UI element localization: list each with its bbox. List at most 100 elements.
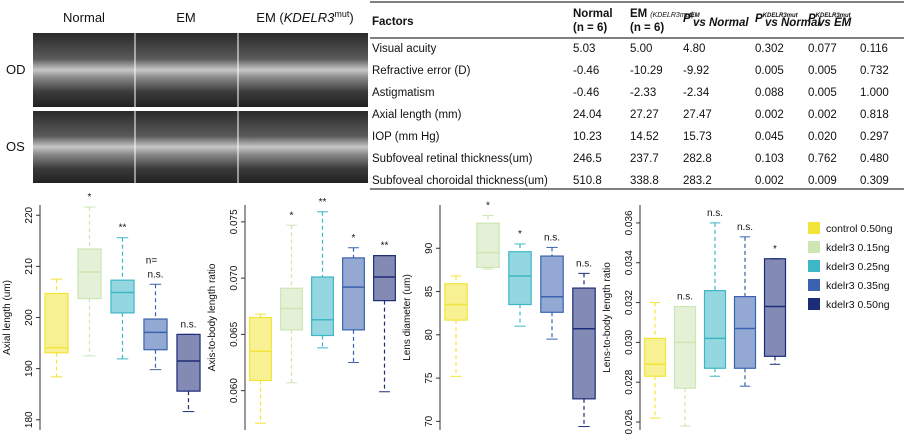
significance: ** xyxy=(319,197,327,208)
table-cell: 0.005 xyxy=(808,65,837,77)
box xyxy=(342,257,365,331)
y-tick-label: 200 xyxy=(24,309,35,326)
table-cell: 0.116 xyxy=(860,43,888,55)
table-header: Factors xyxy=(372,16,414,28)
table-cell: 283.2 xyxy=(683,175,712,187)
table-cell: 14.52 xyxy=(630,131,659,143)
y-tick-label: 80 xyxy=(424,329,435,341)
significance: * xyxy=(518,229,522,240)
text: vs EM xyxy=(818,17,852,29)
box xyxy=(703,290,727,369)
box xyxy=(643,337,667,377)
table-cell: 0.762 xyxy=(808,153,837,165)
box xyxy=(572,287,596,400)
table-cell: Subfoveal retinal thickness(um) xyxy=(372,153,533,165)
table-header: (n = 6) xyxy=(630,22,664,34)
significance: ** xyxy=(381,241,389,252)
oct-od xyxy=(33,33,368,107)
table-cell: IOP (mm Hg) xyxy=(372,131,440,143)
table-cell: 4.80 xyxy=(683,43,705,55)
table-header: Normal xyxy=(573,8,613,20)
table-header: (n = 6) xyxy=(573,22,607,34)
significance: n.s. xyxy=(544,232,560,243)
table-cell: 0.002 xyxy=(808,109,837,121)
y-tick-label: 210 xyxy=(24,258,35,275)
table-cell: Axial length (mm) xyxy=(372,109,462,121)
y-tick-label: 0.075 xyxy=(229,209,240,234)
text: KDELR3 xyxy=(284,10,335,25)
y-tick-label: 0.026 xyxy=(624,409,635,434)
box xyxy=(444,283,468,321)
annotation: n= xyxy=(146,255,158,266)
text: ) xyxy=(349,10,353,25)
table-cell: 0.005 xyxy=(755,65,784,77)
significance: n.s. xyxy=(147,269,163,280)
significance: * xyxy=(352,233,356,244)
table-cell: -2.34 xyxy=(683,87,710,99)
text: vs Normal xyxy=(693,17,749,29)
y-tick-label: 70 xyxy=(424,415,435,427)
legend-label: control 0.50ng xyxy=(826,223,893,235)
table-cell: 0.309 xyxy=(860,175,889,187)
text: EM xyxy=(630,8,647,20)
table-cell: 0.103 xyxy=(755,153,784,165)
y-axis-label: Lens-to-body length ratio xyxy=(602,262,613,373)
legend-label: kdelr3 0.50ng xyxy=(826,299,890,311)
table-cell: 0.480 xyxy=(860,153,889,165)
significance: * xyxy=(290,210,294,221)
legend-swatch xyxy=(808,241,820,253)
y-tick-label: 190 xyxy=(24,360,35,377)
significance: n.s. xyxy=(737,222,753,233)
table-cell: 338.8 xyxy=(630,175,659,187)
legend-swatch xyxy=(808,260,820,272)
significance: * xyxy=(88,192,92,203)
table-cell: 15.73 xyxy=(683,131,712,143)
box xyxy=(44,292,69,354)
text: P xyxy=(808,13,816,25)
table-cell: 5.03 xyxy=(573,43,595,55)
y-tick-label: 0.030 xyxy=(624,329,635,354)
table-cell: 0.002 xyxy=(755,175,784,187)
table-header: vs Normal xyxy=(765,17,821,29)
box xyxy=(673,305,697,389)
table-cell: 246.5 xyxy=(573,153,602,165)
significance: n.s. xyxy=(576,258,592,269)
legend-label: kdelr3 0.25ng xyxy=(826,261,890,273)
text: Factors xyxy=(372,16,414,28)
box xyxy=(763,258,787,357)
y-tick-label: 180 xyxy=(24,411,35,428)
box xyxy=(249,316,272,382)
table-cell: 0.297 xyxy=(860,131,889,143)
table-cell: 0.045 xyxy=(755,131,784,143)
table-header: PKDELR3mut xyxy=(755,13,799,25)
y-tick-label: 0.060 xyxy=(229,378,240,403)
table-cell: 10.23 xyxy=(573,131,602,143)
table-cell: 27.47 xyxy=(683,109,712,121)
table-cell: 0.009 xyxy=(808,175,837,187)
table-cell: Subfoveal choroidal thickness(um) xyxy=(372,175,548,187)
box xyxy=(733,295,757,369)
y-tick-label: 0.034 xyxy=(624,250,635,275)
image-col-label: EM xyxy=(176,10,196,25)
table-header: PKDELR3mut xyxy=(808,13,852,25)
y-axis-label: Axis-to-body length ratio xyxy=(207,263,218,371)
table-cell: Refractive error (D) xyxy=(372,65,471,77)
table-cell: 24.04 xyxy=(573,109,602,121)
oct-images xyxy=(33,33,368,183)
y-tick-label: 0.028 xyxy=(624,369,635,394)
table-cell: 0.005 xyxy=(808,87,837,99)
image-col-label: Normal xyxy=(63,10,105,25)
table-cell: 0.818 xyxy=(860,109,889,121)
y-tick-label: 85 xyxy=(424,286,435,298)
y-axis-label: Axial length (um) xyxy=(2,280,13,355)
box xyxy=(508,251,532,306)
box xyxy=(373,255,396,302)
table-cell: 0.088 xyxy=(755,87,784,99)
table-cell: Astigmatism xyxy=(372,87,435,99)
table-header: vs Normal xyxy=(693,17,749,29)
text: P xyxy=(755,13,763,25)
significance: n.s. xyxy=(180,319,196,330)
y-tick-label: 75 xyxy=(424,372,435,384)
box xyxy=(77,248,102,300)
